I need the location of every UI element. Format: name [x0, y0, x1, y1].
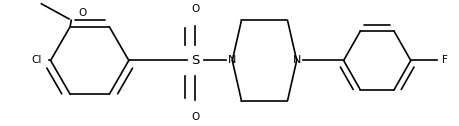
Text: N: N — [292, 55, 300, 66]
Text: O: O — [78, 8, 86, 18]
Text: Cl: Cl — [31, 55, 41, 66]
Text: O: O — [191, 112, 199, 122]
Text: O: O — [191, 4, 199, 14]
Text: N: N — [228, 55, 236, 66]
Text: S: S — [191, 54, 199, 67]
Text: F: F — [441, 55, 447, 66]
